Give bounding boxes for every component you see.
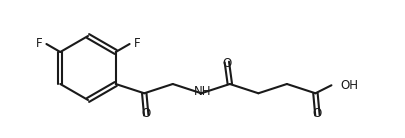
Text: O: O [222, 57, 231, 70]
Text: O: O [312, 107, 321, 120]
Text: OH: OH [340, 79, 358, 92]
Text: F: F [36, 38, 43, 51]
Text: F: F [133, 38, 140, 51]
Text: NH: NH [193, 85, 211, 98]
Text: O: O [141, 107, 151, 120]
